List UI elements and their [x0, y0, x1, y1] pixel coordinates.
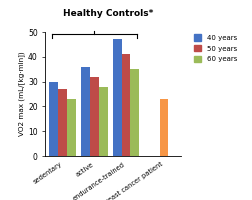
Bar [113, 39, 122, 156]
Bar [49, 82, 58, 156]
Bar [160, 99, 169, 156]
Bar [58, 89, 67, 156]
Text: Healthy Controls*: Healthy Controls* [63, 9, 153, 18]
Bar [122, 54, 131, 156]
Bar [90, 77, 99, 156]
Y-axis label: VO2 max (mL/[kg·min]): VO2 max (mL/[kg·min]) [18, 52, 25, 136]
Bar [67, 99, 76, 156]
Bar [81, 67, 90, 156]
Bar [131, 69, 139, 156]
Bar [99, 87, 108, 156]
Legend: 40 years, 50 years, 60 years: 40 years, 50 years, 60 years [193, 33, 239, 64]
